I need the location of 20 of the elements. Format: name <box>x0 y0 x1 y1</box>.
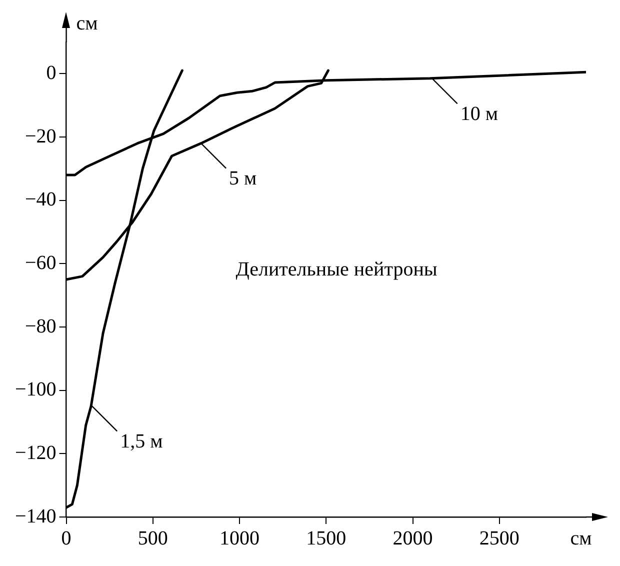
x-tick-label: 1000 <box>220 527 260 550</box>
y-tick-label: −80 <box>25 315 56 338</box>
y-tick-label: −20 <box>25 125 56 148</box>
x-tick-label: 0 <box>61 527 72 550</box>
annotation: 1,5 м <box>120 430 164 452</box>
annotation: 5 м <box>229 168 258 190</box>
y-tick-label: 0 <box>46 62 56 84</box>
y-axis-title: см <box>76 12 98 34</box>
y-tick-label: −100 <box>15 378 56 401</box>
x-tick-label: 2000 <box>392 527 433 550</box>
x-axis-title: см <box>570 527 592 550</box>
y-tick-label: −60 <box>25 252 56 274</box>
x-tick-label: 2500 <box>479 527 520 550</box>
y-tick-label: −40 <box>25 188 56 211</box>
y-tick-label: −140 <box>15 505 56 528</box>
x-tick-label: 500 <box>138 527 168 550</box>
y-tick-label: −120 <box>15 442 56 464</box>
x-tick-label: 1500 <box>306 527 346 550</box>
annotation: Делительные нейтроны <box>236 258 438 280</box>
annotation: 10 м <box>460 102 498 125</box>
